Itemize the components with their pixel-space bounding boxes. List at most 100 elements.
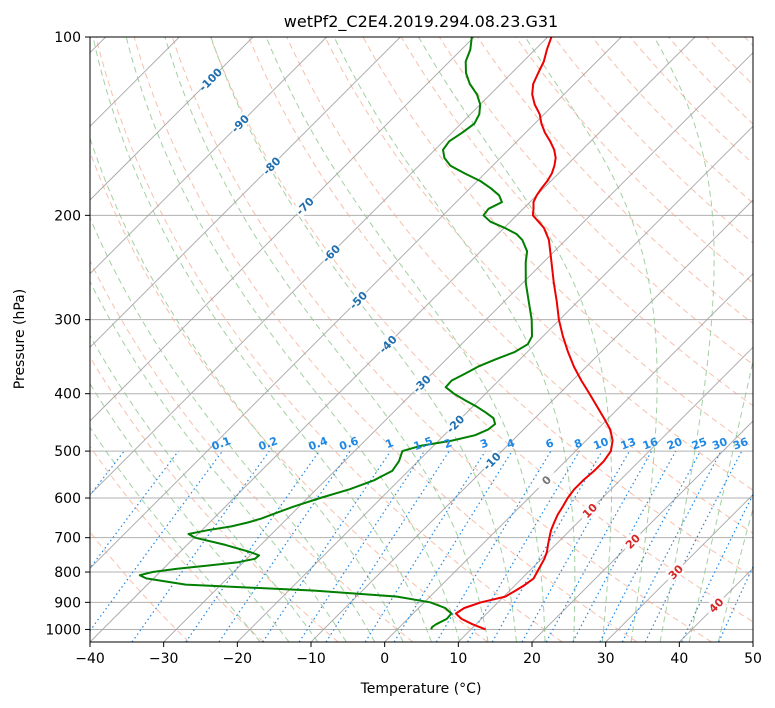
isotherm-label-bg [619, 528, 645, 554]
y-tick-label: 900 [54, 595, 81, 611]
moist-adiabat [333, 37, 576, 642]
moist-adiabat [653, 37, 715, 642]
y-tick-label: 700 [54, 531, 81, 547]
mixing-ratio-line [90, 450, 179, 570]
mixing-ratio-label: 4 [505, 436, 517, 451]
mixing-ratio-line [599, 450, 702, 642]
mixing-ratio-line [435, 450, 552, 642]
x-tick-label: −10 [296, 651, 326, 667]
y-tick-label: 600 [54, 491, 81, 507]
axes: −40 −30 −20 −10 0 10 20 30 40 5010020030040050060… [45, 30, 762, 667]
moist-adiabat [164, 37, 489, 642]
isotherm-label-bg [292, 193, 317, 219]
isotherm [90, 37, 254, 201]
chart-title: wetPf2_C2E4.2019.294.08.23.G31 [284, 12, 558, 32]
isotherm [90, 37, 328, 275]
y-tick-label: 100 [54, 30, 81, 46]
x-tick-label: 40 [670, 651, 688, 667]
moist-adiabat [418, 37, 613, 642]
mixing-ratio-line [131, 450, 270, 642]
mixing-ratio-line [262, 450, 392, 642]
dry-adiabat [515, 37, 753, 284]
moist-adiabat [210, 37, 517, 642]
isotherm [163, 51, 753, 642]
isotherm-label-bg [258, 153, 284, 178]
dry-adiabat [400, 37, 753, 407]
mixing-ratio-label: 20 [665, 435, 684, 453]
isotherm [605, 493, 753, 642]
isotherm-label-bg [345, 287, 371, 313]
y-axis-title: Pressure (hPa) [12, 289, 28, 389]
mixing-ratio-line [298, 450, 425, 642]
isotherm [90, 37, 622, 570]
dry-adiabat [90, 259, 414, 642]
moist-adiabat [90, 426, 261, 642]
dry-adiabat [133, 37, 638, 642]
dry-adiabat [629, 37, 753, 165]
mixing-ratio-line [466, 450, 580, 642]
y-tick-label: 500 [54, 444, 81, 460]
dry-adiabat [591, 37, 753, 204]
moist-adiabat [265, 37, 546, 642]
isotherm-label-bg [442, 411, 468, 436]
y-tick-label: 300 [54, 313, 81, 329]
mixing-ratio-label: 2 [442, 436, 454, 451]
isotherm-label-bg [577, 497, 602, 523]
isotherm-label-bg [703, 592, 729, 618]
dry-adiabat [171, 37, 712, 642]
mixing-ratio-label: 6 [544, 436, 556, 451]
x-tick-label: 20 [523, 651, 541, 667]
moist-adiabat [524, 37, 658, 642]
x-tick-label: 50 [744, 651, 762, 667]
mixing-ratio-label: 30 [710, 435, 729, 453]
dry-adiabat [248, 37, 753, 578]
dry-adiabat [477, 37, 753, 325]
moist-adiabat [688, 358, 753, 642]
moist-adiabat [90, 216, 376, 642]
mixing-ratio-label: 10 [592, 435, 611, 453]
isotherm-label-bg [479, 448, 504, 474]
mixing-ratio-line [185, 450, 320, 642]
isotherm-label-bg [197, 66, 223, 92]
mixing-ratio-line [325, 450, 450, 642]
temperature-profile [454, 37, 614, 631]
x-tick-label: −30 [149, 651, 179, 667]
moist-adiabat [717, 506, 753, 642]
dewpoint-profile [138, 37, 533, 630]
y-tick-label: 1000 [45, 622, 81, 638]
dry-adiabat [324, 37, 753, 491]
isotherm-label-bg [533, 467, 559, 493]
isotherm [457, 346, 753, 642]
y-tick-label: 400 [54, 387, 81, 403]
mixing-ratio-line [681, 493, 753, 642]
x-tick-label: 30 [597, 651, 615, 667]
isotherm [384, 272, 753, 642]
mixing-ratio-line [572, 450, 677, 642]
isotherm-label-bg [227, 110, 253, 136]
x-tick-label: 10 [449, 651, 467, 667]
mixing-ratio-label: 0.1 [210, 434, 233, 453]
mixing-ratio-label: 36 [731, 435, 750, 453]
moist-adiabat [90, 280, 347, 642]
plot-area [90, 37, 753, 642]
isotherm [236, 125, 753, 642]
isotherm-label-bg [318, 240, 344, 266]
mixing-ratio-label: 13 [619, 435, 638, 452]
y-tick-label: 200 [54, 208, 81, 224]
isotherm [310, 199, 753, 642]
y-tick-label: 800 [54, 565, 81, 581]
isotherm-label-bg [375, 331, 400, 357]
mixing-ratio-line [393, 450, 513, 642]
moist-adiabat [125, 37, 461, 642]
isotherm-label-bg [409, 371, 434, 396]
mixing-ratio-label: 1 [384, 436, 396, 451]
mixing-ratio-label: 1.5 [412, 434, 435, 453]
isotherm [90, 37, 475, 422]
x-axis-title: Temperature (°C) [360, 681, 482, 697]
moist-adiabat [90, 334, 319, 642]
mixing-ratio-label: 3 [478, 436, 490, 451]
mixing-ratio-label: 25 [690, 435, 709, 452]
moist-adiabat [90, 136, 404, 642]
